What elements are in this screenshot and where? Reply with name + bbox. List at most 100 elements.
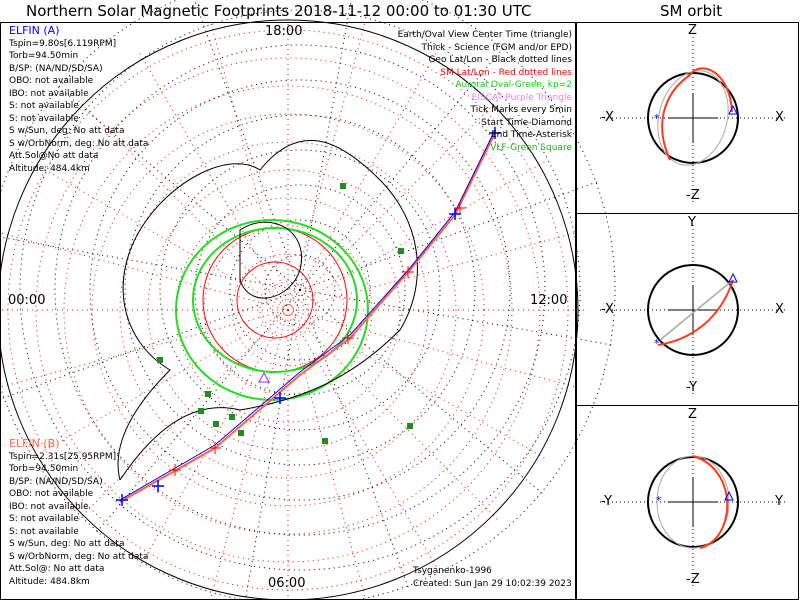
sat-a-name: ELFIN (A) <box>9 24 60 37</box>
vlf-station-square <box>238 430 244 436</box>
tick-mark-a <box>489 127 501 139</box>
legend-item: SM Lat/Lon - Red dotted lines <box>440 67 572 78</box>
sm-lon-line <box>287 231 578 311</box>
sm-lon-line <box>287 20 367 311</box>
sm-lon-line <box>287 309 549 461</box>
sm-lon-line <box>137 309 289 571</box>
sat-a-info-line: Altitude: 484.4km <box>9 163 90 174</box>
sm-lon-line <box>209 309 289 600</box>
sat-b-info-line: S w/Sun, deg: No att data <box>9 539 125 549</box>
sm-circle <box>202 227 348 373</box>
auroral-oval-inner <box>192 227 358 373</box>
orbit-xz <box>661 67 733 161</box>
geo-lon-line <box>193 0 301 291</box>
geo-lon-line <box>299 289 616 347</box>
vlf-station-square <box>198 408 204 414</box>
vlf-station-square <box>157 357 163 363</box>
sat-b-info-line: S w/OrbNorm, deg: No att data <box>9 551 149 562</box>
geo-lat-ring <box>89 79 511 501</box>
view-center-triangle <box>724 490 734 501</box>
geo-lat-ring <box>159 149 441 431</box>
geo-lon-line <box>0 289 301 400</box>
sm-lat-ring <box>175 197 401 423</box>
orbit-xy-back <box>659 279 734 341</box>
geo-lon-line <box>0 236 301 291</box>
greenland-coast <box>239 221 302 299</box>
sat-b-info-line: Torb=94.50min <box>9 464 79 474</box>
orbit-xy <box>657 279 734 346</box>
sat-b-info-line: Altitude: 484.8km <box>9 576 90 587</box>
vlf-station-square <box>229 414 235 420</box>
sm-lon-line <box>287 309 367 600</box>
panel-axis-bottom: -Y <box>686 380 698 395</box>
sm-lon-line <box>287 159 549 311</box>
legend-item: Auroral Oval-Green, kp=2 <box>455 80 572 90</box>
geo-lat-ring <box>124 114 476 466</box>
mlt-right: 12:00 <box>530 293 568 308</box>
tick-mark-a <box>152 480 164 492</box>
geo-lon-line <box>299 0 352 291</box>
legend-item: VLF-Green Square <box>490 142 572 153</box>
sat-a-info-line: Tspin=9.80s[6.119RPM] <box>9 38 117 49</box>
geo-lon-line <box>299 44 507 291</box>
mlt-bottom: 06:00 <box>268 576 306 591</box>
sat-a-info: ELFIN (A) Tspin=9.80s[6.119RPM] Torb=94.5… <box>9 24 148 173</box>
sat-b-info-line: OBO: not available <box>9 489 94 499</box>
sm-lon-line <box>287 309 439 571</box>
end-asterisk: * <box>656 494 662 507</box>
sat-a-info-line: IBO: not available <box>9 88 89 99</box>
panel-axis-left: -X <box>601 110 614 125</box>
orbit-yz <box>692 455 729 549</box>
sm-lat-ring <box>63 85 513 535</box>
panel-axis-right: X <box>775 110 784 125</box>
sat-b-info: ELFIN (B) Tspin=2.31s[25.95RPM] Torb=94.5… <box>9 437 148 586</box>
geo-lon-line <box>299 180 601 291</box>
earth-circle <box>647 72 739 164</box>
tick-mark-b <box>169 464 181 476</box>
sm-lon-line <box>287 309 578 389</box>
vlf-station-square <box>398 248 404 254</box>
vlf-station-square <box>205 391 211 397</box>
sat-a-info-line: OBO: not available <box>9 76 94 86</box>
panel-axis-top: Z <box>688 23 697 38</box>
panel-axis-bottom: -Z <box>686 572 700 587</box>
sat-a-info-line: S: not available <box>9 101 79 111</box>
sat-b-info-line: Tspin=2.31s[25.95RPM] <box>9 451 117 462</box>
sm-lon-line <box>27 309 289 461</box>
geo-lat-ring <box>0 0 616 600</box>
panel-axis-left: -X <box>601 302 614 317</box>
model-label: Tsyganenko-1996 <box>413 566 492 576</box>
legend-item: End Time-Asterisk <box>490 130 572 140</box>
mlt-left: 00:00 <box>8 293 46 308</box>
view-center-triangle <box>728 272 738 283</box>
vlf-station-square <box>407 423 413 429</box>
legend-item: Start Time-Diamond <box>481 117 572 128</box>
geo-lat-ring <box>229 219 371 361</box>
panel-axis-left: -Y <box>601 494 613 509</box>
vlf-station-square <box>213 421 219 427</box>
end-asterisk: * <box>654 337 660 350</box>
plot-boundary <box>0 19 579 600</box>
mlt-top: 18:00 <box>265 24 303 39</box>
panel-axis-top: Z <box>688 407 697 422</box>
panel-axis-right: X <box>775 302 784 317</box>
geo-lat-ring <box>54 44 546 536</box>
earth-circle <box>647 264 739 356</box>
tick-mark-b <box>342 332 354 344</box>
vlf-station-square <box>322 438 328 444</box>
sm-lon-line <box>75 97 289 311</box>
sm-lon-line <box>0 309 289 388</box>
sat-a-info-line: S: not available <box>9 113 79 124</box>
legend-item: Tick Marks every 5min <box>470 105 572 115</box>
sat-b-info-line: S: not available <box>9 526 79 537</box>
legend: Earth/Oval View Center Time (triangle) Th… <box>398 29 572 154</box>
panel-axis-top: Y <box>688 215 696 230</box>
tick-mark-b <box>402 266 414 278</box>
panel-axis-bottom: -Z <box>686 188 700 203</box>
plot-title: Northern Solar Magnetic Footprints 2018-… <box>26 2 532 20</box>
tick-mark-b <box>454 202 466 214</box>
sm-lon-line <box>0 232 289 311</box>
tick-mark-b <box>209 442 221 454</box>
geo-lon-line <box>299 289 410 591</box>
